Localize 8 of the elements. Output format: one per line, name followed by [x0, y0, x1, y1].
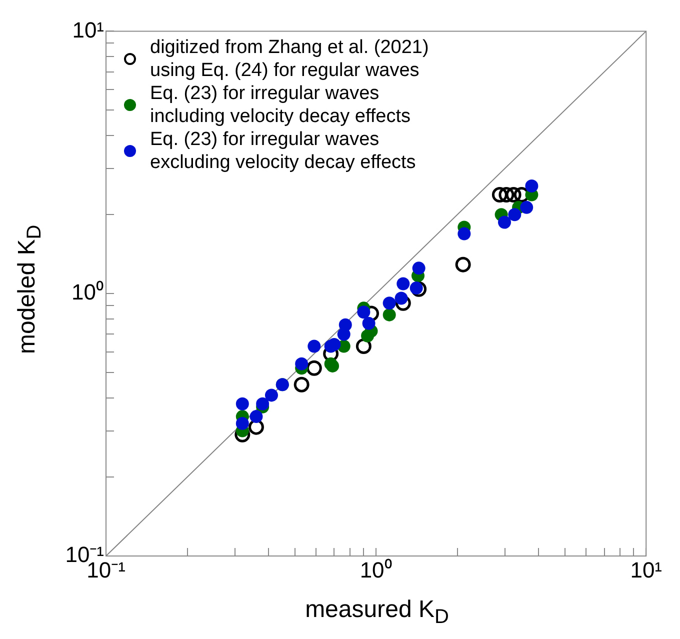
legend-label: Eq. (23) for irregular waves including velocity decay effects — [150, 82, 412, 128]
y-tick-label: 10¹ — [72, 17, 104, 42]
legend-label: Eq. (23) for irregular waves excluding velocity decay effects — [150, 128, 417, 174]
x-tick-label: 10⁰ — [360, 557, 392, 582]
y-tick-label: 10⁰ — [72, 280, 104, 305]
x-tick-label: 10¹ — [630, 557, 662, 582]
legend-label: digitized from Zhang et al. (2021) using Eq. (24) for regular waves — [150, 36, 430, 82]
x-axis-title: measured K$_{D}$ — [304, 596, 450, 629]
